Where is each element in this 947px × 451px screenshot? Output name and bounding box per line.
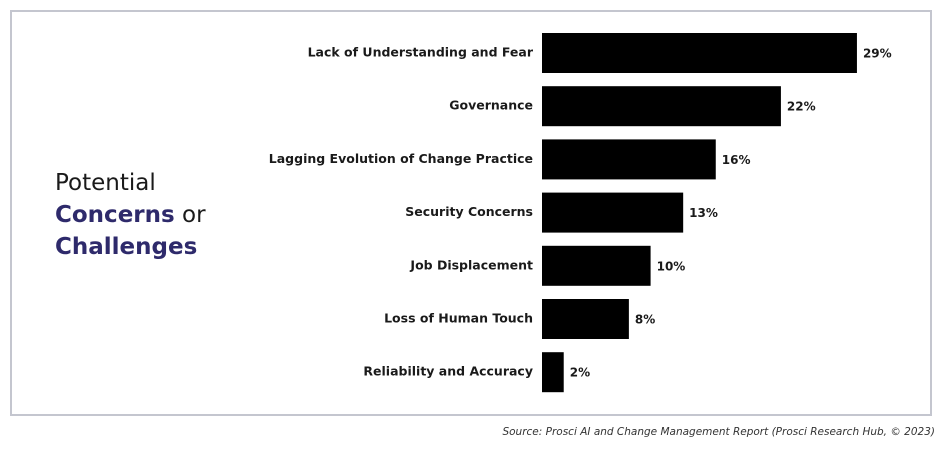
category-label: Lack of Understanding and Fear	[308, 45, 534, 60]
category-label: Loss of Human Touch	[384, 311, 533, 326]
heading-connector: or	[174, 202, 206, 228]
chart-frame	[10, 10, 932, 416]
value-label: 29%	[863, 47, 892, 61]
bar	[542, 192, 684, 233]
value-label: 16%	[722, 153, 751, 167]
category-label: Job Displacement	[409, 257, 533, 272]
heading-line-1: Potential	[55, 170, 156, 196]
source-note: Source: Prosci AI and Change Management …	[502, 426, 935, 438]
value-label: 22%	[787, 100, 816, 114]
category-label: Governance	[449, 98, 533, 113]
bar	[542, 245, 651, 286]
bar	[542, 352, 564, 393]
bar	[542, 139, 716, 180]
bar	[542, 33, 857, 73]
bar	[542, 86, 781, 127]
category-label: Lagging Evolution of Change Practice	[269, 151, 533, 166]
heading-line-2: Concerns or	[55, 199, 206, 231]
value-label: 8%	[635, 313, 655, 327]
chart-heading: Potential Concerns or Challenges	[55, 167, 206, 263]
heading-accent-concerns: Concerns	[55, 202, 175, 228]
heading-accent-challenges: Challenges	[55, 234, 198, 260]
category-label: Reliability and Accuracy	[363, 364, 533, 379]
bar	[542, 299, 629, 339]
value-label: 13%	[689, 206, 718, 220]
value-label: 10%	[657, 259, 686, 273]
category-label: Security Concerns	[405, 204, 533, 219]
value-label: 2%	[570, 366, 590, 380]
bar-chart: Lack of Understanding and Fear 29% Governa…	[269, 33, 892, 393]
